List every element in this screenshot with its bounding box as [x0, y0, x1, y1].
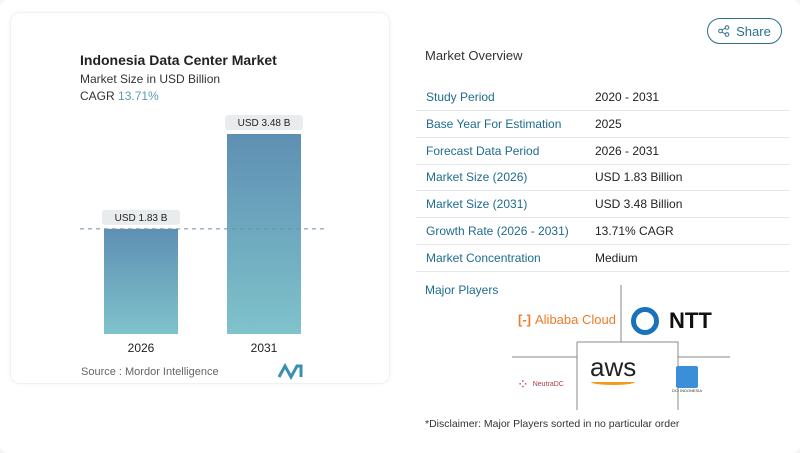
overview-row: Market Size (2031) USD 3.48 Billion [416, 191, 790, 219]
overview-label: Growth Rate (2026 - 2031) [426, 224, 569, 238]
alibaba-cloud-logo: [-] Alibaba Cloud [518, 312, 616, 327]
dci-indonesia-logo: DCI INDONESIA [672, 366, 702, 393]
major-players-title: Major Players [425, 283, 499, 297]
data-label: USD 3.48 B [238, 118, 291, 129]
overview-label: Market Concentration [426, 250, 541, 265]
overview-row: Study Period 2020 - 2031 [416, 84, 790, 111]
overview-label: Forecast Data Period [426, 143, 540, 158]
x-tick-label: 2031 [251, 341, 278, 355]
share-button[interactable]: Share [707, 18, 782, 44]
chart-title: Indonesia Data Center Market [80, 52, 277, 68]
ntt-logo: NTT [631, 307, 712, 335]
neutradc-logo: ⁘ NeutraDC [517, 376, 564, 392]
share-label: Share [736, 23, 771, 39]
overview-value: USD 3.48 Billion [595, 197, 683, 212]
overview-label: Market Size (2026) [426, 170, 528, 185]
bar-2026 [104, 228, 178, 334]
overview-value: 2025 [595, 116, 622, 131]
share-icon [718, 25, 730, 37]
overview-value: 13.71% CAGR [595, 224, 674, 238]
overview-row: Market Size (2026) USD 1.83 Billion [416, 164, 790, 192]
disclaimer: *Disclaimer: Major Players sorted in no … [425, 418, 680, 430]
cagr-label: CAGR [80, 89, 115, 103]
overview-label: Base Year For Estimation [426, 116, 562, 131]
bar-chart: USD 1.83 B 2026 USD 3.48 B 2031 [80, 115, 328, 355]
overview-label: Study Period [426, 90, 495, 104]
chart-card [10, 12, 390, 384]
overview-row: Base Year For Estimation 2025 [416, 111, 790, 138]
overview-value: Medium [595, 250, 638, 265]
data-label-bg [102, 209, 180, 225]
bar-2031 [227, 134, 301, 334]
overview-title: Market Overview [425, 48, 523, 63]
cagr-value: 13.71% [118, 89, 159, 103]
cagr: CAGR 13.71% [80, 89, 159, 103]
mordor-logo [277, 362, 303, 381]
data-label-bg [225, 115, 303, 130]
overview-value: 2020 - 2031 [595, 90, 660, 104]
x-tick-label: 2026 [128, 341, 155, 355]
chart-subtitle: Market Size in USD Billion [80, 72, 221, 86]
overview-row: Growth Rate (2026 - 2031) 13.71% CAGR [416, 218, 790, 245]
data-label: USD 1.83 B [115, 213, 168, 224]
overview-row: Market Concentration Medium [416, 245, 790, 272]
overview-row: Forecast Data Period 2026 - 2031 [416, 138, 790, 165]
source-text: Source : Mordor Intelligence [81, 366, 219, 378]
aws-logo: aws [590, 352, 636, 385]
overview-value: USD 1.83 Billion [595, 170, 683, 185]
overview-value: 2026 - 2031 [595, 143, 660, 158]
overview-label: Market Size (2031) [426, 197, 528, 212]
